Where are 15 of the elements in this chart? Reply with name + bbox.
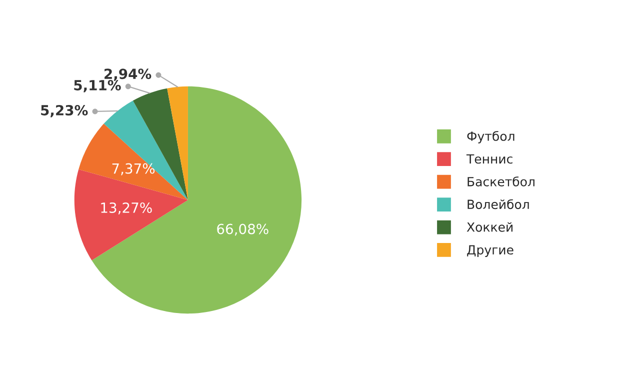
- data-label: 66,08%: [217, 224, 268, 236]
- legend-label: Хоккей: [466, 222, 512, 232]
- legend-label: Теннис: [466, 154, 512, 164]
- data-label: 5,11%: [74, 80, 121, 92]
- data-label: 5,23%: [41, 104, 88, 118]
- legend-label: Баскетбол: [468, 176, 534, 186]
- data-label: 13,27%: [101, 202, 152, 214]
- pie-slice: [78, 124, 188, 200]
- pie-slice: [104, 100, 188, 200]
- data-label: 7,37%: [112, 163, 155, 176]
- data-label: 2,94%: [104, 68, 152, 81]
- legend-label: Другие: [467, 245, 514, 257]
- legend-label: Волейбол: [468, 199, 529, 210]
- pie-slice: [167, 86, 188, 200]
- legend-label: Футбол: [467, 131, 514, 144]
